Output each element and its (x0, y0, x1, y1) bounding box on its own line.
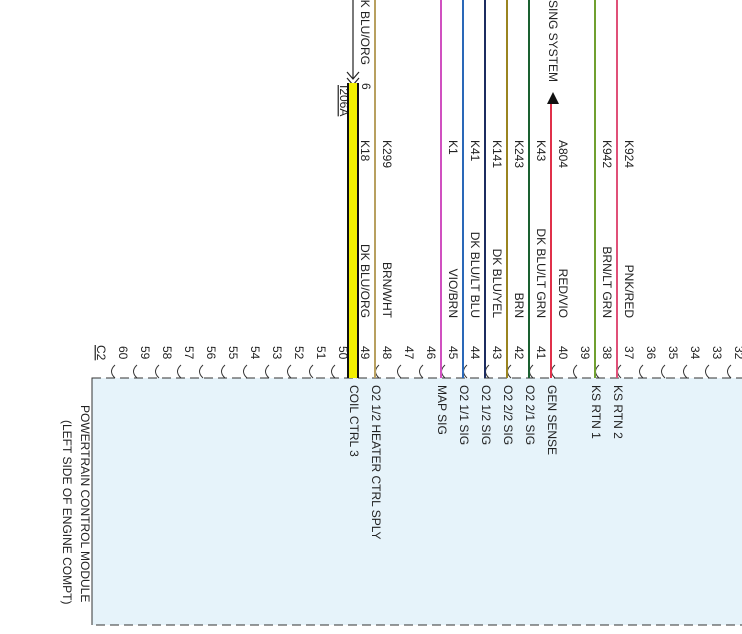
pin-socket (617, 364, 622, 379)
circuit-id: K942 (600, 140, 614, 168)
circuit-id: K41 (468, 140, 482, 162)
upstream-pin: 6 (359, 83, 373, 90)
wire-color: DK BLU/YEL (490, 249, 504, 319)
pin-number: 38 (600, 346, 614, 360)
pin-number: 59 (138, 346, 152, 360)
pin-function: O2 1/1 SIG (457, 385, 471, 445)
pin-number: 47 (402, 346, 416, 360)
upstream-color: K BLU/ORG (358, 0, 372, 65)
pin-number: 49 (358, 346, 372, 360)
circuit-id: K43 (534, 140, 548, 162)
circuit-id: K243 (512, 140, 526, 168)
pin-number: 60 (116, 346, 130, 360)
wire-color: DK BLU/ORG (358, 244, 372, 318)
pin-function: GEN SENSE (545, 385, 559, 455)
wire-color: BRN/LT GRN (600, 246, 614, 318)
pin-number: 34 (688, 346, 702, 360)
pin-socket (485, 364, 490, 379)
pin-socket (243, 364, 248, 379)
direction-arrow (547, 92, 559, 104)
pin-socket (375, 364, 380, 379)
wire-color: RED/VIO (556, 269, 570, 318)
pin-socket (177, 364, 182, 379)
pin-function: O2 2/2 SIG (501, 385, 515, 445)
wire-color: BRN/WHT (380, 262, 394, 319)
pin-number: 54 (248, 346, 262, 360)
wire-color: PNK/RED (622, 265, 636, 319)
circuit-id: K299 (380, 140, 394, 168)
pin-number: 37 (622, 346, 636, 360)
pin-socket (111, 364, 116, 379)
pin-function: O2 1/2 HEATER CTRL SPLY (369, 385, 383, 540)
pin-socket (595, 364, 600, 379)
pin-number: 35 (666, 346, 680, 360)
pin-number: 56 (204, 346, 218, 360)
pin-socket (441, 364, 446, 379)
pin-socket (507, 364, 512, 379)
pin-number: 52 (292, 346, 306, 360)
pin-socket (309, 364, 314, 379)
pin-socket (683, 364, 688, 379)
pin-number: 58 (160, 346, 174, 360)
pin-number: 46 (424, 346, 438, 360)
pin-socket (639, 364, 644, 379)
pin-number: 55 (226, 346, 240, 360)
wire-color: DK BLU/LT GRN (534, 228, 548, 318)
upstream-system: SING SYSTEM (546, 0, 560, 82)
pin-socket (397, 364, 402, 379)
circuit-id: K141 (490, 140, 504, 168)
wire-color: VIO/BRN (446, 269, 460, 318)
pin-socket (705, 364, 710, 379)
wire (349, 83, 357, 378)
pin-socket (155, 364, 160, 379)
pin-socket (221, 364, 226, 379)
pin-socket (661, 364, 666, 379)
pin-socket (727, 364, 732, 379)
circuit-id: K924 (622, 140, 636, 168)
circuit-id: A804 (556, 140, 570, 168)
pin-number: 40 (556, 346, 570, 360)
pin-function: MAP SIG (435, 385, 449, 435)
pin-function: O2 1/2 SIG (479, 385, 493, 445)
pin-function: KS RTN 2 (611, 385, 625, 439)
pin-number: 32 (732, 346, 742, 360)
pin-socket (551, 364, 556, 379)
pin-function: KS RTN 1 (589, 385, 603, 439)
module-name: POWERTRAIN CONTROL MODULE (78, 405, 92, 602)
pin-socket (199, 364, 204, 379)
module-location: (LEFT SIDE OF ENGINE COMPT) (60, 420, 74, 604)
wire-color: BRN (512, 293, 526, 318)
pin-number: 39 (578, 346, 592, 360)
pin-socket (331, 364, 336, 379)
pin-socket (287, 364, 292, 379)
pin-number: 53 (270, 346, 284, 360)
pin-number: 50 (336, 346, 350, 360)
pin-socket (265, 364, 270, 379)
wire-color: DK BLU/LT BLU (468, 232, 482, 318)
pin-socket (463, 364, 468, 379)
pin-socket (133, 364, 138, 379)
module-box (91, 377, 742, 626)
pin-number: 44 (468, 346, 482, 360)
pin-number: 45 (446, 346, 460, 360)
pin-number: 48 (380, 346, 394, 360)
pin-function: COIL CTRL 3 (347, 385, 361, 457)
pin-number: 33 (710, 346, 724, 360)
pin-socket (573, 364, 578, 379)
pin-number: 51 (314, 346, 328, 360)
pin-socket (419, 364, 424, 379)
pin-socket (529, 364, 534, 379)
pin-number: 43 (490, 346, 504, 360)
pin-number: 42 (512, 346, 526, 360)
connector-label: C2 (94, 345, 108, 361)
circuit-id: K18 (358, 140, 372, 162)
circuit-id: K1 (446, 140, 460, 155)
pin-number: 41 (534, 346, 548, 360)
pin-number: 36 (644, 346, 658, 360)
pin-number: 57 (182, 346, 196, 360)
pin-function: O2 2/1 SIG (523, 385, 537, 445)
